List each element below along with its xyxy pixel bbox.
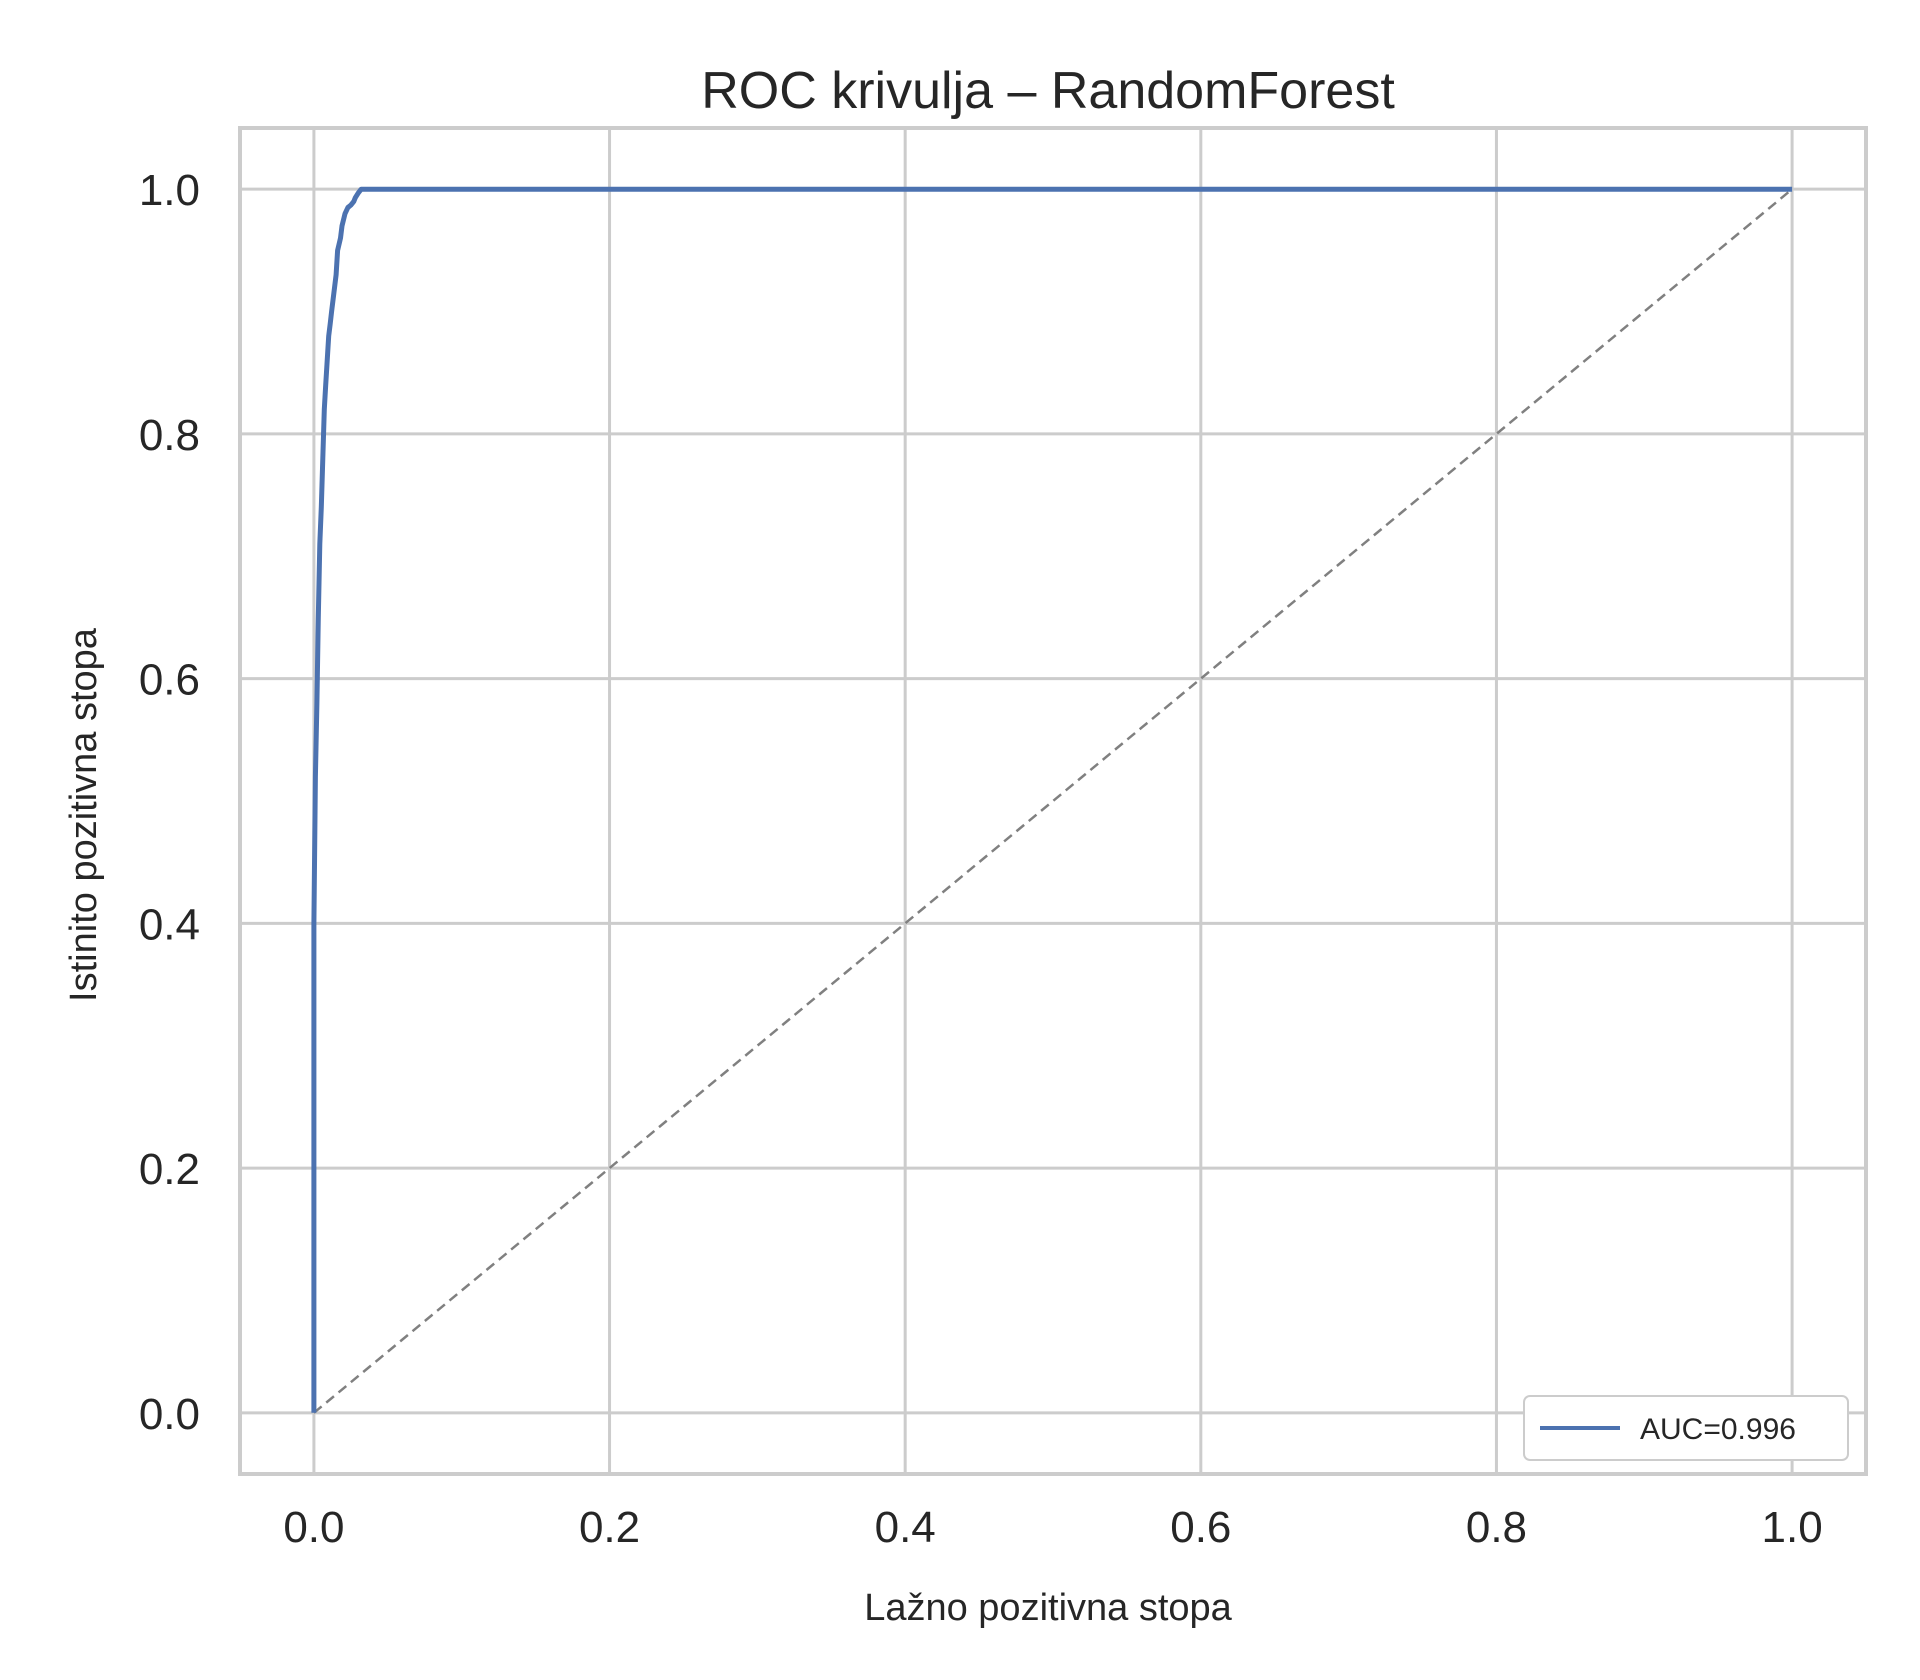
- y-tick-label: 0.4: [139, 900, 200, 949]
- chart-title: ROC krivulja – RandomForest: [701, 62, 1395, 120]
- legend: AUC=0.996: [1523, 1395, 1849, 1461]
- legend-label: AUC=0.996: [1640, 1413, 1796, 1446]
- y-tick-label: 0.6: [139, 656, 200, 705]
- legend-box: [1523, 1395, 1849, 1461]
- grid: [240, 128, 1866, 1474]
- series-layer: [311, 186, 1793, 1413]
- x-tick-label: 0.8: [1466, 1503, 1527, 1552]
- roc-curve-line: [311, 186, 1793, 1413]
- y-tick-label: 0.0: [139, 1390, 200, 1439]
- x-tick-label: 0.0: [283, 1503, 344, 1552]
- x-tick-label: 0.6: [1170, 1503, 1231, 1552]
- x-axis-label: Lažno pozitivna stopa: [864, 1587, 1232, 1629]
- plot-frame: [238, 126, 1868, 1476]
- x-tick-label: 1.0: [1762, 1503, 1823, 1552]
- y-tick-label: 1.0: [139, 166, 200, 215]
- x-tick-label: 0.4: [875, 1503, 936, 1552]
- x-tick-labels: 0.0 0.2 0.4 0.6 0.8 1.0: [283, 1503, 1822, 1552]
- y-axis-label: Istinito pozitivna stopa: [63, 627, 105, 1002]
- y-tick-labels: 0.0 0.2 0.4 0.6 0.8 1.0: [139, 166, 200, 1439]
- x-tick-label: 0.2: [579, 1503, 640, 1552]
- y-tick-label: 0.2: [139, 1145, 200, 1194]
- y-tick-label: 0.8: [139, 411, 200, 460]
